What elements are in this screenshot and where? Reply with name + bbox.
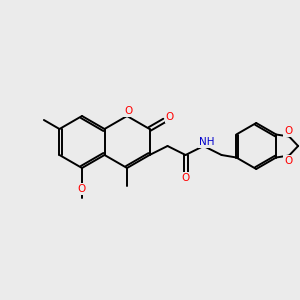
Text: O: O xyxy=(182,173,190,183)
Text: O: O xyxy=(165,112,174,122)
Text: NH: NH xyxy=(199,137,214,147)
Text: O: O xyxy=(124,106,132,116)
Text: O: O xyxy=(284,127,292,136)
Text: O: O xyxy=(78,184,86,194)
Text: O: O xyxy=(284,155,292,166)
